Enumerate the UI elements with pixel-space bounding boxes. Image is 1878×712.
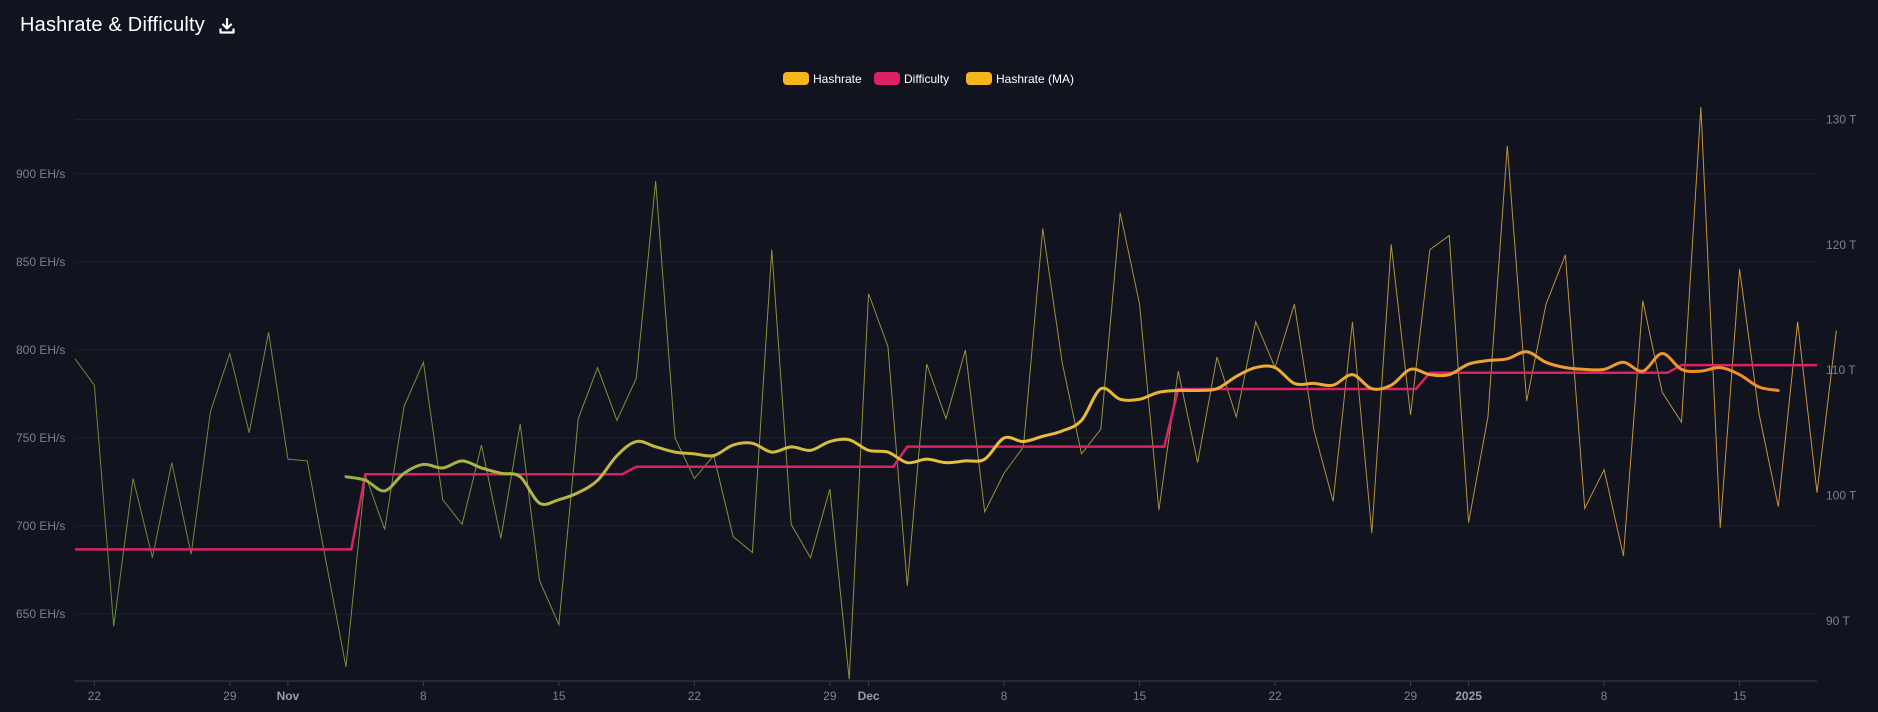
y-left-tick-label: 750 EH/s — [16, 431, 65, 445]
x-tick-label: 22 — [88, 689, 102, 703]
series-group — [74, 106, 1837, 680]
x-tick-label: 2025 — [1455, 689, 1482, 703]
y-axis-left: 650 EH/s 700 EH/s 750 EH/s 800 EH/s 850 EH/s… — [16, 167, 65, 621]
x-tick-label: 15 — [552, 689, 566, 703]
x-tick-label: 29 — [1404, 689, 1418, 703]
legend-label: Difficulty — [904, 72, 949, 86]
x-tick-label: 8 — [1001, 689, 1008, 703]
x-tick-label: 29 — [823, 689, 837, 703]
legend-swatch — [874, 72, 900, 85]
difficulty-line — [75, 363, 1817, 551]
legend-item[interactable]: Hashrate — [783, 72, 862, 86]
x-tick-label: Nov — [277, 689, 300, 703]
x-tick-label: Dec — [858, 689, 880, 703]
x-tick-label: 22 — [1268, 689, 1282, 703]
download-icon[interactable] — [219, 17, 235, 34]
y-left-tick-label: 850 EH/s — [16, 255, 65, 269]
x-tick-label: 22 — [688, 689, 702, 703]
legend: Hashrate Difficulty Hashrate (MA) — [783, 72, 1074, 86]
y-right-tick-label: 110 T — [1826, 363, 1856, 377]
y-right-tick-label: 100 T — [1826, 489, 1857, 503]
legend-swatch — [783, 72, 809, 85]
y-left-tick-label: 650 EH/s — [16, 607, 65, 621]
chart-header: Hashrate & Difficulty — [20, 14, 235, 37]
legend-label: Hashrate (MA) — [996, 72, 1074, 86]
legend-swatch — [966, 72, 992, 85]
y-left-tick-label: 900 EH/s — [16, 167, 65, 181]
x-tick-label: 29 — [223, 689, 237, 703]
y-left-tick-label: 800 EH/s — [16, 343, 65, 357]
y-left-tick-label: 700 EH/s — [16, 519, 65, 533]
x-tick-label: 8 — [420, 689, 427, 703]
legend-item[interactable]: Difficulty — [874, 72, 949, 86]
y-right-tick-label: 120 T — [1826, 238, 1857, 252]
y-right-tick-label: 130 T — [1826, 113, 1857, 127]
x-axis: 22 29 Nov 8 15 22 29 Dec 8 15 22 29 2025 8 15 — [75, 680, 1817, 703]
hashrate-ma-line — [344, 350, 1780, 506]
grid-lines — [75, 119, 1817, 615]
chart-title: Hashrate & Difficulty — [20, 14, 206, 36]
x-tick-label: 15 — [1733, 689, 1747, 703]
y-axis-right: 90 T 100 T 110 T 120 T 130 T — [1826, 113, 1857, 628]
x-tick-label: 15 — [1133, 689, 1147, 703]
legend-label: Hashrate — [813, 72, 862, 86]
x-tick-label: 8 — [1601, 689, 1608, 703]
legend-item[interactable]: Hashrate (MA) — [966, 72, 1074, 86]
hashrate-line — [74, 106, 1837, 680]
y-right-tick-label: 90 T — [1826, 614, 1850, 628]
